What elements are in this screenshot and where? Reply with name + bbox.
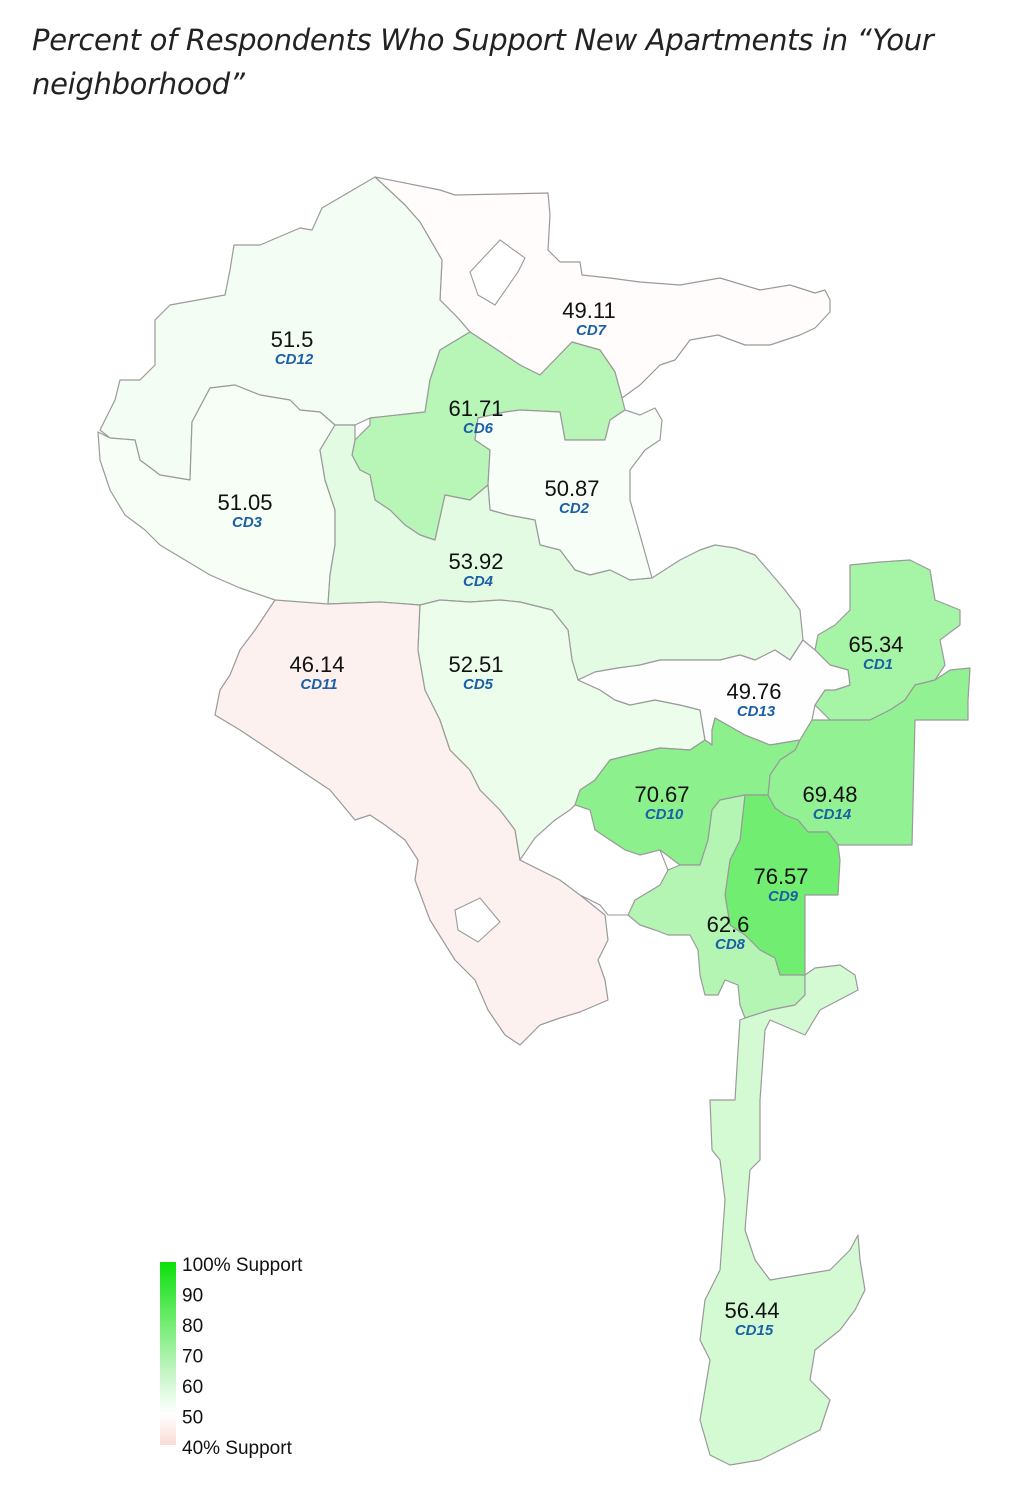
- legend-label: 90: [182, 1286, 203, 1307]
- district-value-cd5: 52.51: [448, 652, 503, 677]
- district-value-cd7: 49.11: [562, 298, 615, 323]
- district-value-cd2: 50.87: [544, 476, 599, 501]
- legend-label: 60: [182, 1377, 203, 1398]
- district-id-cd1: CD1: [863, 656, 893, 673]
- district-id-cd13: CD13: [737, 703, 776, 720]
- legend-label: 100% Support: [182, 1255, 303, 1276]
- district-cd15[interactable]: [699, 964, 866, 1466]
- district-id-cd2: CD2: [559, 500, 590, 517]
- district-id-cd5: CD5: [463, 676, 494, 693]
- district-id-cd11: CD11: [300, 676, 337, 693]
- district-id-cd6: CD6: [463, 420, 494, 437]
- district-value-cd10: 70.67: [634, 782, 689, 807]
- district-value-cd13: 49.76: [726, 679, 781, 704]
- district-value-cd3: 51.05: [217, 490, 272, 515]
- district-id-cd4: CD4: [463, 573, 494, 590]
- district-id-cd9: CD9: [768, 888, 799, 905]
- legend: 100% Support 90 80 70 60 50 40% Support: [160, 1255, 303, 1459]
- district-value-cd4: 53.92: [448, 549, 503, 574]
- map-title: Percent of Respondents Who Support New A…: [32, 23, 934, 101]
- district-id-cd15: CD15: [735, 1322, 774, 1339]
- district-value-cd14: 69.48: [802, 782, 857, 807]
- district-value-cd12: 51.5: [271, 327, 314, 352]
- district-id-cd12: CD12: [275, 351, 314, 368]
- district-value-cd6: 61.71: [448, 396, 503, 421]
- district-value-cd1: 65.34: [848, 632, 903, 657]
- district-id-cd7: CD7: [576, 322, 607, 339]
- district-value-cd11: 46.14: [289, 652, 344, 677]
- district-value-cd15: 56.44: [724, 1298, 779, 1323]
- legend-labels: 100% Support 90 80 70 60 50 40% Support: [182, 1255, 303, 1459]
- legend-label: 80: [182, 1316, 203, 1337]
- map-gap-westside: [454, 897, 501, 943]
- district-id-cd8: CD8: [715, 936, 746, 953]
- map-gap-culver: [519, 804, 669, 916]
- district-id-cd3: CD3: [232, 514, 263, 531]
- district-value-cd8: 62.6: [707, 912, 750, 937]
- legend-label: 70: [182, 1347, 203, 1368]
- legend-label: 40% Support: [182, 1438, 293, 1459]
- districts-layer: [97, 176, 971, 1466]
- legend-label: 50: [182, 1408, 203, 1429]
- map-gap-san-fernando: [469, 239, 526, 306]
- legend-color-bar: [160, 1262, 176, 1445]
- district-value-cd9: 76.57: [753, 864, 808, 889]
- district-id-cd14: CD14: [813, 806, 852, 823]
- district-cd13[interactable]: [577, 639, 851, 746]
- district-id-cd10: CD10: [645, 806, 684, 823]
- district-cd3[interactable]: [97, 384, 336, 606]
